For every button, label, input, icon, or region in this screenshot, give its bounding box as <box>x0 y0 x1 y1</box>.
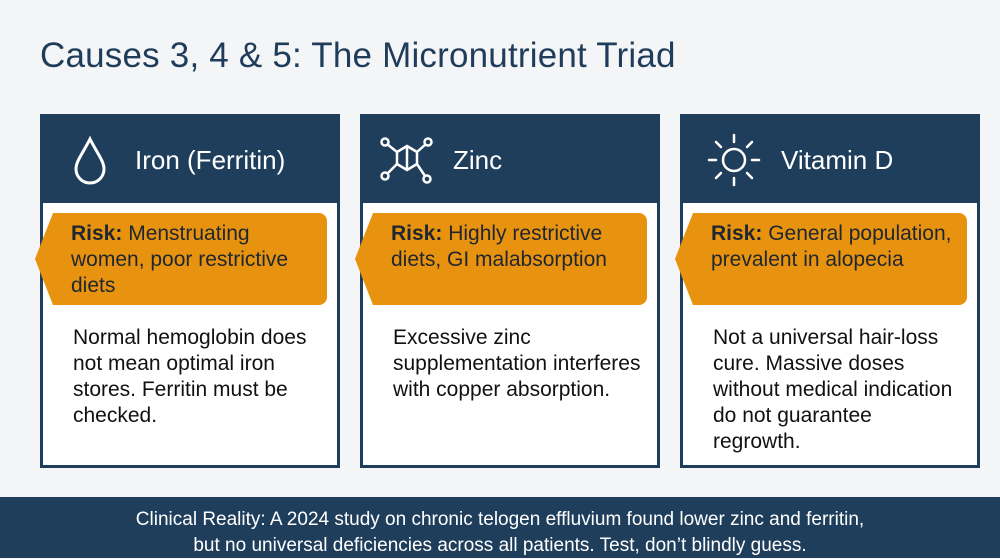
card-header: Vitamin D <box>683 117 977 203</box>
card: Vitamin D Risk: General population, prev… <box>675 114 980 468</box>
footer-banner: Clinical Reality: A 2024 study on chroni… <box>0 497 1000 558</box>
risk-callout: Risk: General population, prevalent in a… <box>675 213 967 305</box>
card-title: Vitamin D <box>781 145 894 175</box>
card-title: Iron (Ferritin) <box>135 145 286 175</box>
slide-title: Causes 3, 4 & 5: The Micronutrient Triad <box>40 36 676 75</box>
footer-line: Clinical Reality: A 2024 study on chroni… <box>135 509 865 530</box>
card-header: Iron (Ferritin) <box>43 117 337 203</box>
card-header: Zinc <box>363 117 657 203</box>
risk-text: General population, prevalent in alopeci… <box>711 222 952 271</box>
molecule-icon <box>380 137 433 184</box>
card: Iron (Ferritin) Risk: Menstruating women… <box>35 114 340 468</box>
card-title: Zinc <box>453 145 503 175</box>
card-body: Normal hemoglobin does not mean optimal … <box>73 326 307 427</box>
card-body: Excessive zinc supplementation interfere… <box>393 326 641 401</box>
risk-text: Highly restrictive diets, GI malabsorpti… <box>391 222 607 271</box>
sun-icon <box>707 133 761 187</box>
footer-line: but no universal deficiencies across all… <box>193 535 807 556</box>
card: Zinc Risk: Highly restrictive diets, GI … <box>355 114 660 468</box>
risk-label: Risk: <box>711 222 763 245</box>
risk-callout: Risk: Highly restrictive diets, GI malab… <box>355 213 647 305</box>
card-body: Not a universal hair-loss cure. Massive … <box>713 326 953 453</box>
risk-label: Risk: <box>71 222 123 245</box>
drop-icon <box>74 135 106 185</box>
risk-text: Menstruating women, poor restrictive die… <box>71 222 289 297</box>
risk-callout: Risk: Menstruating women, poor restricti… <box>35 213 327 305</box>
risk-label: Risk: <box>391 222 443 245</box>
